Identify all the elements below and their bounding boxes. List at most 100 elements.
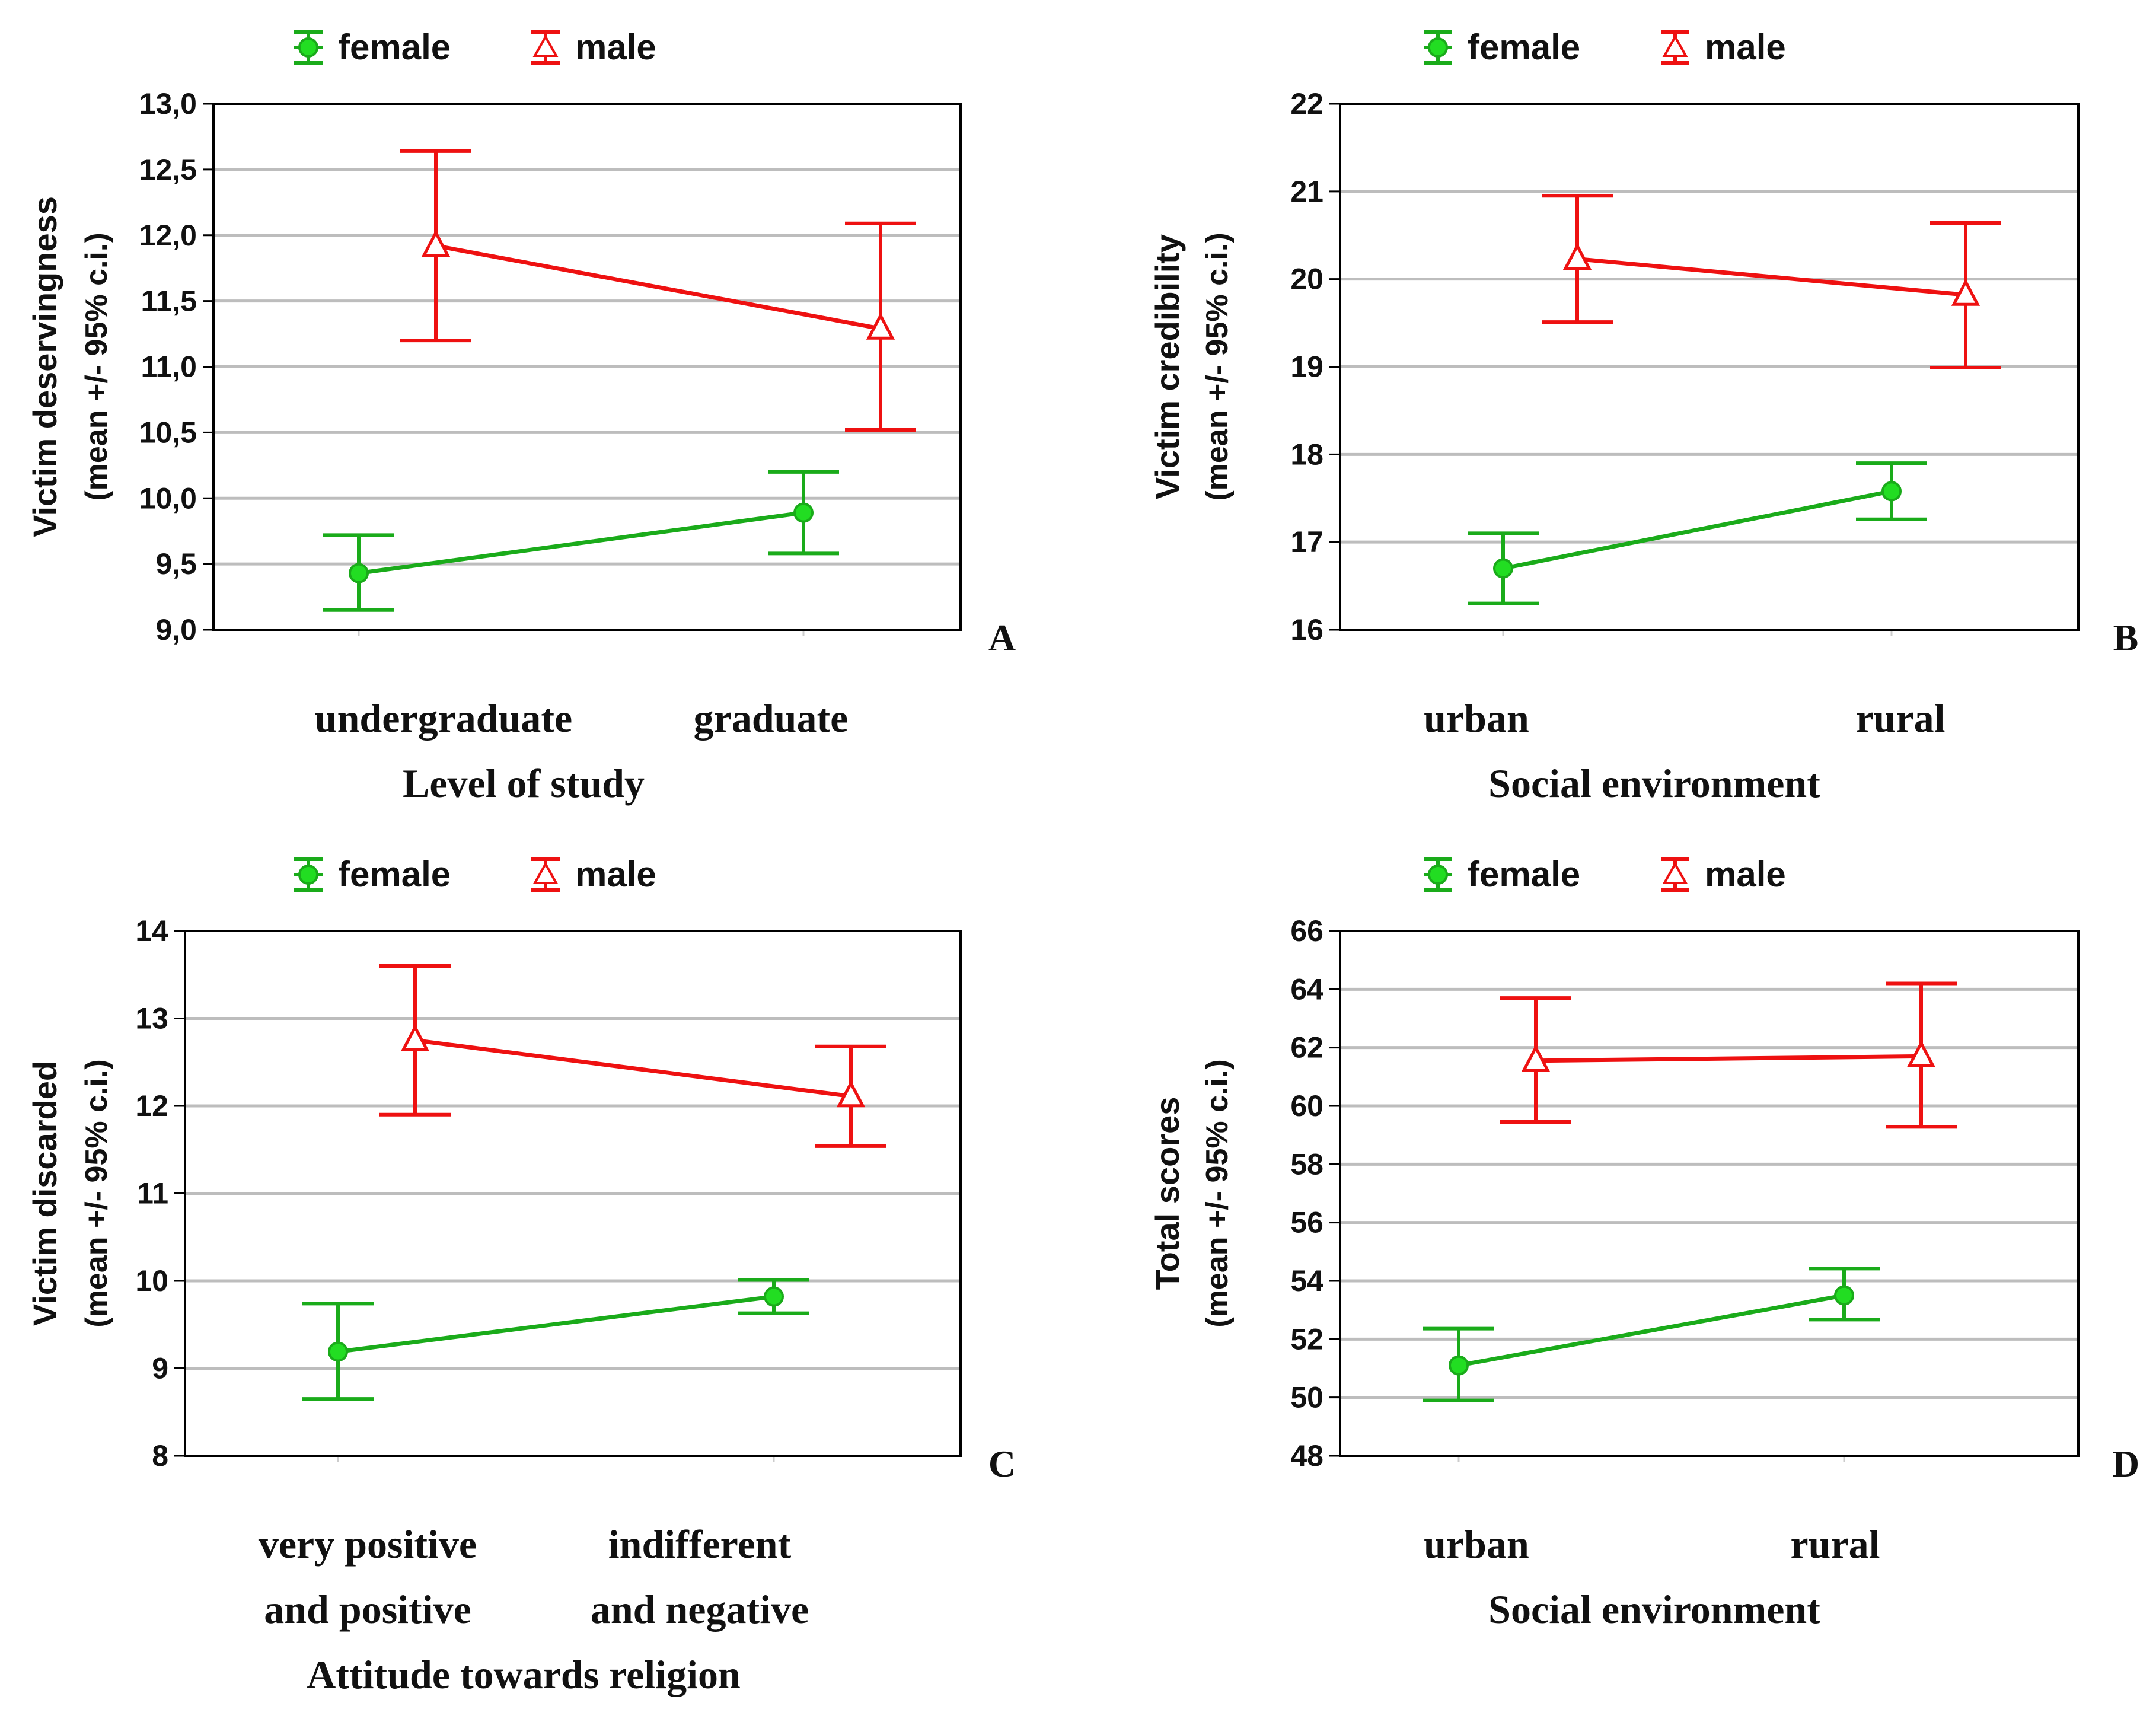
y-tick-label: 13 [135,1002,168,1035]
plot-frame [212,103,962,631]
y-tick-label: 14 [135,914,168,948]
y-tick-label: 11,5 [141,285,197,318]
series-line-male [435,244,881,331]
panel-letter: B [2113,617,2139,659]
y-tick-label: 50 [1290,1381,1323,1414]
y-axis-subtitle: (mean +/- 95% c.i.) [79,232,114,500]
legend-female-marker [1428,865,1448,885]
y-axis-subtitle: (mean +/- 95% c.i.) [79,1059,114,1327]
chart-panel-C: 8 9 10 11 12 13 14 Victim discarded (mean +/- 95… [26,854,1016,1697]
y-tick-label: 12 [135,1089,168,1123]
x-category-label: very positive [259,1522,477,1567]
y-tick-label: 10,0 [139,481,197,515]
legend-female-label: female [1468,27,1580,67]
y-axis-title: Victim credibility [1149,234,1186,499]
legend-male-label: male [575,27,656,67]
y-tick-label: 11,0 [141,350,197,384]
y-tick-label: 9,0 [155,613,197,646]
x-axis-title: Social environment [1488,1587,1820,1632]
plot-area [1340,931,2078,1456]
panel-letter: D [2112,1443,2139,1485]
y-tick-label: 20 [1290,263,1323,296]
data-point-female [328,1341,348,1362]
data-point-male [866,312,895,340]
x-category-label: undergraduate [315,696,572,741]
plot-frame [1339,930,2080,1457]
series-line-male [1577,257,1966,297]
y-tick-label: 8 [152,1439,168,1472]
y-tick-label: 22 [1290,87,1323,120]
legend-male-marker [1662,861,1688,884]
data-point-female [1881,481,1902,502]
legend-female-marker [1428,37,1448,58]
y-tick-label: 60 [1290,1089,1323,1123]
series-male [379,964,886,1148]
y-tick-label: 16 [1290,613,1323,646]
x-category-label: urban [1424,1522,1529,1567]
y-tick-label: 12,0 [139,219,197,252]
x-axis-title: Attitude towards religion [307,1652,741,1697]
legend-male-marker [1662,34,1688,57]
data-point-male [1521,1044,1551,1072]
series-line-male [414,1038,851,1099]
y-tick-label: 66 [1290,914,1323,948]
data-point-male [400,1024,430,1051]
x-category-label: urban [1424,696,1529,741]
data-point-male [1951,278,1980,306]
x-category-label: and negative [591,1587,809,1632]
series-female [323,470,839,612]
series-male [400,149,916,432]
y-axis-title: Victim discarded [26,1061,63,1326]
y-axis-subtitle: (mean +/- 95% c.i.) [1200,1059,1235,1327]
series-female [302,1278,809,1401]
y-tick-label: 12,5 [139,153,197,186]
y-tick-label: 10 [135,1264,168,1297]
y-tick-label: 21 [1290,175,1323,208]
legend-male-marker [532,861,559,884]
chart-panel-A: 9,0 9,5 10,0 10,5 11,0 11,5 12,0 12,5 13,0 Victim… [26,27,1016,806]
plot-frame [184,930,962,1457]
y-tick-label: 18 [1290,438,1323,471]
y-tick-label: 58 [1290,1147,1323,1181]
y-tick-label: 56 [1290,1206,1323,1239]
x-category-label: rural [1855,696,1945,741]
plot-frame [1339,103,2080,631]
legend-female-label: female [1468,854,1580,894]
series-line-female [1503,489,1892,570]
panel-letter: A [988,617,1016,659]
chart-panel-B: 16 17 18 19 20 21 22 Victim credibility (mean +/… [1149,27,2138,806]
legend-female-label: female [338,27,451,67]
series-male [1500,981,1957,1129]
data-point-female [1493,558,1513,579]
data-point-female [1834,1285,1854,1306]
y-tick-label: 10,5 [139,416,197,449]
series-line-male [1535,1054,1922,1063]
y-tick-label: 11 [137,1177,168,1210]
legend: female male [1424,27,1786,67]
data-point-male [421,229,451,257]
data-point-female [764,1286,784,1307]
y-axis-title: Victim deservingness [26,196,63,537]
series-line-female [1458,1293,1845,1368]
x-category-label: and positive [264,1587,471,1632]
legend-female-label: female [338,854,451,894]
data-point-female [1449,1355,1469,1376]
legend-male-label: male [1705,27,1786,67]
chart-panel-D: 48 50 52 54 56 58 60 62 64 66 Total scores (mean +/… [1149,854,2139,1632]
y-axis-subtitle: (mean +/- 95% c.i.) [1200,232,1235,500]
y-tick-label: 52 [1290,1322,1323,1356]
y-tick-label: 48 [1290,1439,1323,1472]
panel-letter: C [988,1443,1016,1485]
series-male [1542,194,2001,369]
y-tick-label: 62 [1290,1031,1323,1064]
y-tick-label: 13,0 [139,87,197,120]
legend: female male [294,27,656,67]
series-line-female [337,1294,774,1354]
legend-female-marker [298,865,318,885]
legend: female male [294,854,656,894]
y-tick-label: 9 [152,1352,168,1385]
data-point-female [349,563,369,583]
legend-male-marker [532,34,559,57]
data-point-male [1562,243,1592,270]
